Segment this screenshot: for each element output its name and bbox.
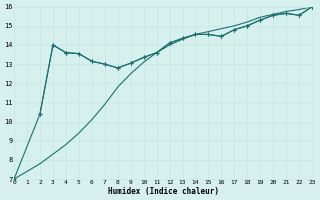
X-axis label: Humidex (Indice chaleur): Humidex (Indice chaleur) <box>108 187 219 196</box>
